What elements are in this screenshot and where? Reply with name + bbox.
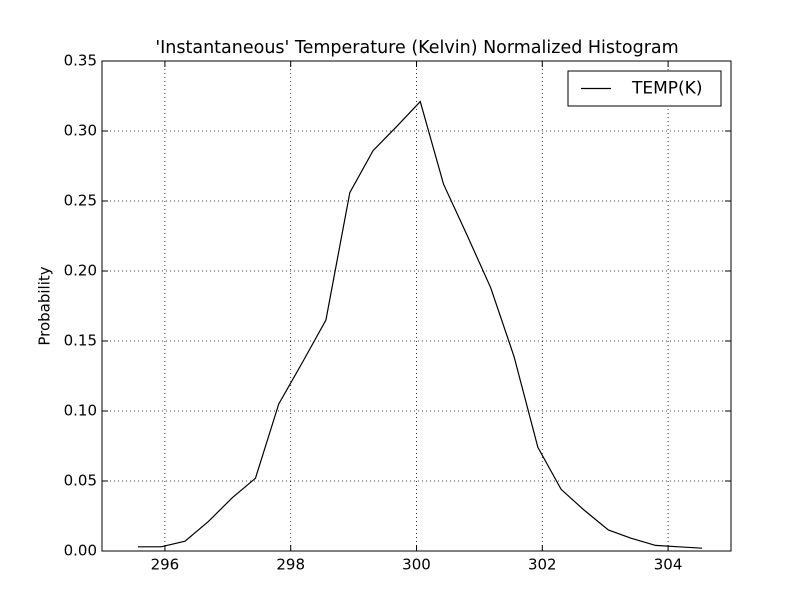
y-tick-label: 0.35 xyxy=(64,52,97,70)
x-tick-label: 296 xyxy=(151,556,180,574)
y-axis-label: Probability xyxy=(36,266,54,345)
y-tick-label: 0.25 xyxy=(64,192,97,210)
y-tick-label: 0.15 xyxy=(64,332,97,350)
y-tick-label: 0.30 xyxy=(64,122,97,140)
y-tick-label: 0.05 xyxy=(64,472,97,490)
y-tick-label: 0.10 xyxy=(64,402,97,420)
plot-frame xyxy=(101,60,732,552)
x-tick-label: 298 xyxy=(276,556,305,574)
chart-title: 'Instantaneous' Temperature (Kelvin) Nor… xyxy=(155,38,678,58)
data-line xyxy=(137,100,703,549)
legend-label: TEMP(K) xyxy=(631,79,702,99)
x-tick-label: 302 xyxy=(528,556,557,574)
y-tick-label: 0.20 xyxy=(64,262,97,280)
x-tick-label: 304 xyxy=(654,556,683,574)
x-tick-label: 300 xyxy=(402,556,431,574)
y-tick-label: 0.00 xyxy=(64,542,97,560)
